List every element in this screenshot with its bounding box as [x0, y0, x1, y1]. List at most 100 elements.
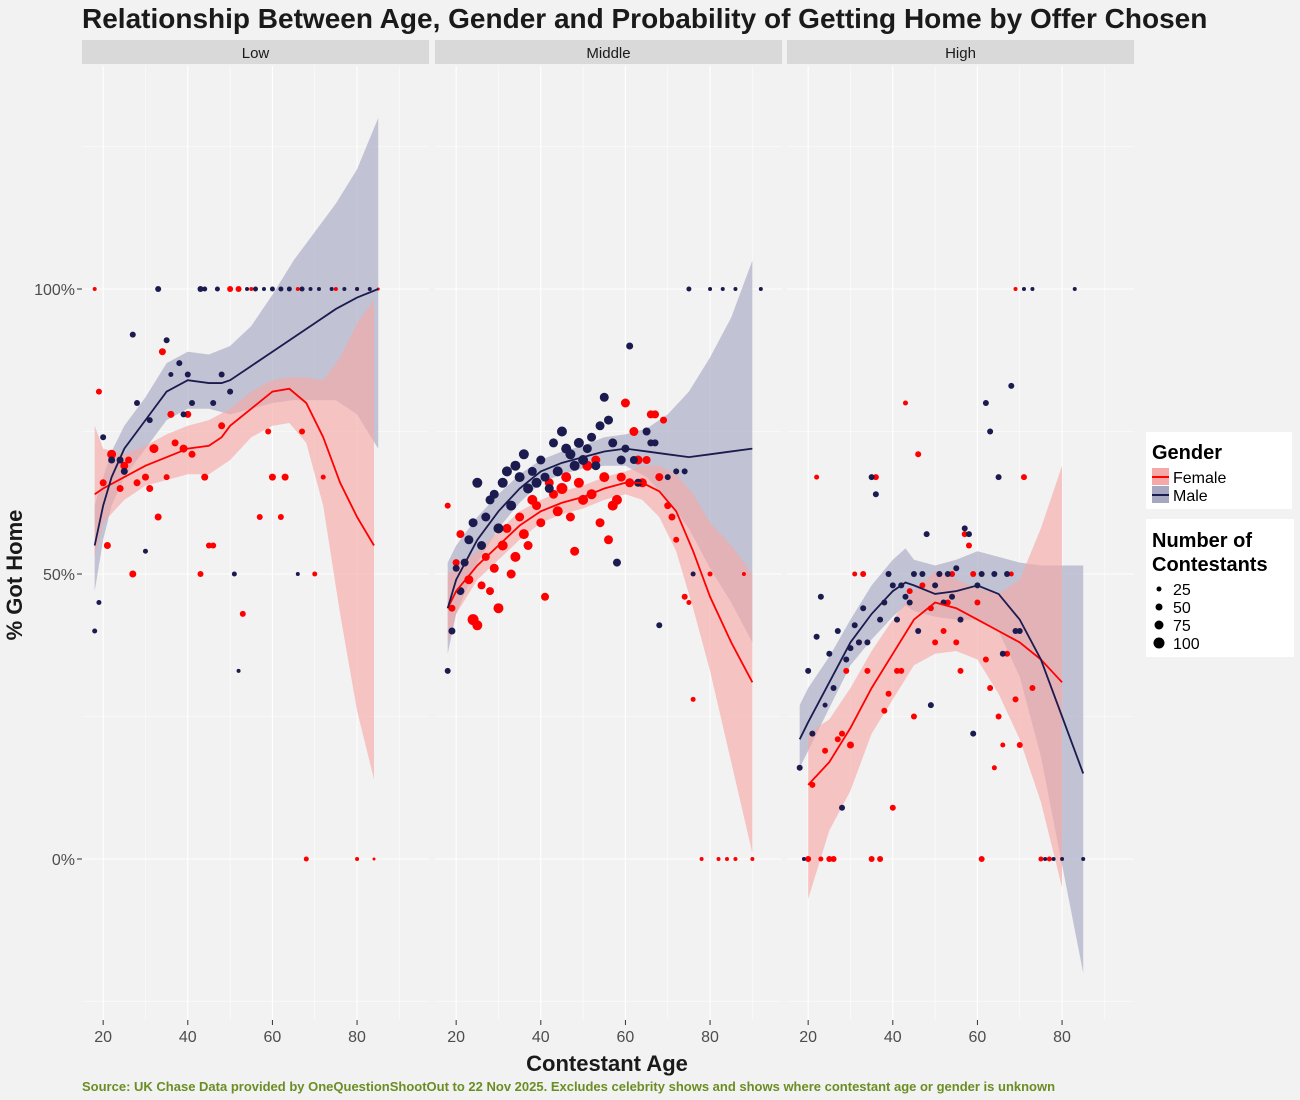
- data-point-male: [651, 439, 659, 447]
- data-point-female: [372, 857, 376, 861]
- data-point-male: [108, 456, 116, 464]
- data-point-female: [595, 518, 605, 528]
- data-point-female: [515, 512, 525, 522]
- data-point-male: [686, 286, 692, 292]
- data-point-female: [940, 628, 947, 634]
- data-point-female: [95, 388, 102, 395]
- data-point-female: [281, 473, 289, 481]
- data-point-female: [184, 410, 192, 418]
- data-point-male: [146, 417, 153, 424]
- data-point-female: [699, 857, 704, 861]
- data-point-female: [611, 494, 622, 505]
- data-point-male: [155, 286, 162, 292]
- data-point-female: [268, 473, 276, 481]
- data-point-male: [202, 286, 208, 292]
- data-point-male: [497, 477, 508, 488]
- chart-title: Relationship Between Age, Gender and Pro…: [82, 3, 1207, 34]
- confidence-band-male: [94, 118, 379, 592]
- data-point-male: [168, 372, 174, 377]
- data-point-female: [541, 592, 550, 601]
- data-point-female: [565, 512, 575, 522]
- data-point-female: [1046, 856, 1052, 862]
- data-point-female: [129, 570, 137, 578]
- data-point-female: [489, 563, 499, 573]
- y-tick-label: 100%: [34, 282, 75, 299]
- data-point-male: [355, 287, 360, 291]
- data-point-female: [599, 472, 610, 483]
- data-point-female: [809, 781, 816, 788]
- data-point-male: [949, 593, 956, 600]
- data-point-female: [868, 856, 875, 862]
- data-point-female: [839, 730, 846, 737]
- data-point-female: [312, 571, 318, 577]
- data-point-male: [489, 489, 499, 499]
- data-point-male: [978, 571, 985, 577]
- y-tick-label: 50%: [43, 567, 75, 584]
- legend-male-label: Male: [1173, 488, 1208, 505]
- data-point-female: [885, 690, 892, 697]
- data-point-male: [830, 685, 837, 691]
- data-point-female: [894, 667, 901, 674]
- data-point-male: [919, 571, 926, 577]
- data-point-female: [830, 856, 837, 862]
- confidence-band-female: [808, 465, 1063, 899]
- data-point-female: [970, 571, 977, 577]
- data-point-male: [548, 438, 558, 448]
- data-point-male: [599, 392, 609, 402]
- data-point-female: [668, 513, 676, 521]
- data-point-female: [881, 707, 888, 714]
- data-point-male: [493, 523, 504, 534]
- facet-strip: [82, 40, 429, 64]
- data-point-male: [915, 628, 922, 634]
- data-point-male: [843, 656, 850, 663]
- data-point-male: [134, 400, 141, 406]
- data-point-male: [1012, 628, 1019, 634]
- data-point-female: [932, 639, 939, 646]
- data-point-female: [944, 599, 951, 606]
- data-point-female: [103, 542, 111, 549]
- facet-strip-label: Middle: [586, 45, 630, 62]
- data-point-female: [651, 410, 660, 419]
- data-point-male: [1072, 287, 1077, 291]
- data-point-male: [544, 484, 554, 493]
- data-point-male: [826, 650, 833, 657]
- data-point-male: [936, 571, 943, 577]
- data-point-male: [822, 702, 828, 708]
- data-point-female: [355, 857, 360, 861]
- data-point-female: [898, 667, 905, 674]
- data-point-male: [472, 477, 483, 488]
- data-point-male: [1008, 382, 1015, 389]
- data-point-male: [536, 455, 546, 465]
- data-point-male: [987, 428, 994, 435]
- data-point-female: [660, 416, 668, 424]
- data-point-female: [205, 542, 212, 549]
- x-tick-label: 80: [1053, 1029, 1071, 1046]
- data-point-female: [188, 450, 196, 458]
- data-point-male: [587, 432, 597, 442]
- data-point-female: [452, 559, 460, 567]
- data-point-female: [249, 287, 254, 291]
- data-point-male: [595, 421, 605, 431]
- data-point-male: [556, 426, 567, 437]
- data-point-female: [974, 599, 981, 606]
- data-point-male: [965, 531, 972, 538]
- x-tick-label: 40: [179, 1029, 197, 1046]
- data-point-male: [295, 572, 300, 576]
- data-point-male: [642, 427, 651, 436]
- data-point-female: [532, 501, 542, 511]
- data-point-female: [141, 473, 149, 481]
- data-point-female: [99, 479, 107, 487]
- data-point-male: [813, 633, 820, 640]
- data-point-male: [308, 287, 313, 291]
- data-point-male: [894, 616, 901, 623]
- data-point-male: [681, 468, 688, 475]
- data-point-female: [915, 451, 922, 458]
- data-point-male: [851, 622, 858, 629]
- data-point-female: [493, 603, 504, 614]
- data-point-male: [367, 287, 372, 291]
- data-point-male: [1021, 287, 1026, 291]
- data-point-female: [991, 765, 997, 771]
- data-point-female: [486, 587, 495, 596]
- data-point-male: [218, 371, 225, 378]
